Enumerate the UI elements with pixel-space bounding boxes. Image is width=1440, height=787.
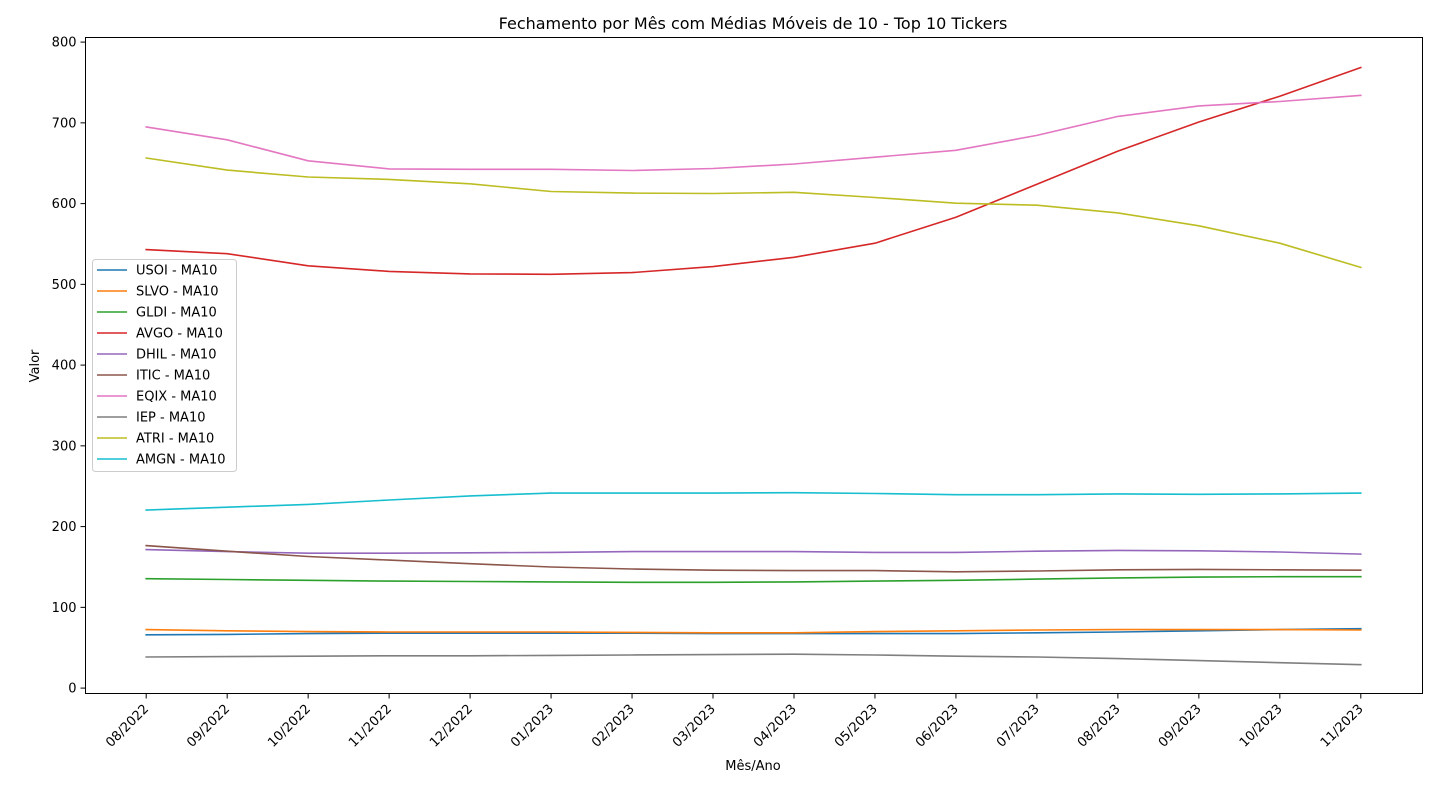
legend-label: GLDI - MA10 — [136, 306, 217, 321]
x-tick-label: 04/2023 — [751, 702, 800, 751]
legend-label: IEP - MA10 — [136, 411, 206, 426]
series-line-gldi — [145, 575, 1362, 584]
legend-label: ITIC - MA10 — [136, 369, 210, 384]
legend-label: AVGO - MA10 — [136, 327, 223, 342]
x-tick-label: 09/2022 — [184, 702, 233, 751]
y-tick-label: 100 — [52, 601, 77, 616]
y-tick-label: 0 — [68, 682, 76, 697]
x-tick-label: 03/2023 — [670, 702, 719, 751]
series-line-atri — [145, 157, 1362, 269]
legend-label: DHIL - MA10 — [136, 348, 216, 363]
series-line-itic — [145, 544, 1362, 573]
legend-label: EQIX - MA10 — [136, 390, 217, 405]
x-tick-label: 11/2023 — [1318, 702, 1367, 751]
x-tick-label: 08/2023 — [1075, 702, 1124, 751]
series-line-avgo — [145, 66, 1362, 276]
series-line-iep — [145, 653, 1362, 666]
legend-label: SLVO - MA10 — [136, 285, 219, 300]
y-tick-label: 200 — [52, 520, 77, 535]
y-tick-label: 600 — [52, 197, 77, 212]
legend-frame — [92, 259, 237, 472]
plot-frame — [85, 37, 1423, 694]
x-axis-title: Mês/Ano — [725, 759, 780, 774]
series-line-slvo — [145, 628, 1362, 634]
y-axis: 0 100 200 300 400 500 600 700 800 — [52, 36, 86, 697]
chart-title: Fechamento por Mês com Médias Móveis de … — [499, 14, 1008, 33]
x-tick-label: 06/2023 — [913, 702, 962, 751]
x-tick-label: 02/2023 — [589, 702, 638, 751]
x-tick-label: 11/2022 — [346, 702, 395, 751]
y-tick-label: 800 — [52, 36, 77, 51]
y-tick-label: 500 — [52, 278, 77, 293]
x-tick-label: 10/2022 — [265, 702, 314, 751]
y-tick-label: 400 — [52, 359, 77, 374]
legend: USOI - MA10 SLVO - MA10 GLDI - MA10 AVGO - … — [92, 259, 237, 472]
legend-label: USOI - MA10 — [136, 264, 217, 279]
y-tick-label: 300 — [52, 439, 77, 454]
legend-label: AMGN - MA10 — [136, 453, 226, 468]
y-axis-title: Valor — [28, 349, 43, 382]
series-line-eqix — [145, 94, 1362, 172]
x-tick-label: 08/2022 — [103, 702, 152, 751]
x-tick-label: 10/2023 — [1237, 702, 1286, 751]
x-tick-label: 05/2023 — [832, 702, 881, 751]
x-tick-label: 07/2023 — [994, 702, 1043, 751]
legend-label: ATRI - MA10 — [136, 432, 214, 447]
y-tick-label: 700 — [52, 116, 77, 131]
x-tick-label: 12/2022 — [427, 702, 476, 751]
series-line-dhil — [145, 548, 1362, 555]
plot-lines — [145, 66, 1362, 666]
series-line-amgn — [145, 491, 1362, 511]
x-tick-label: 01/2023 — [508, 702, 557, 751]
x-axis: 08/2022 09/2022 10/2022 11/2022 12/2022 01/20… — [103, 693, 1367, 751]
x-tick-label: 09/2023 — [1156, 702, 1205, 751]
